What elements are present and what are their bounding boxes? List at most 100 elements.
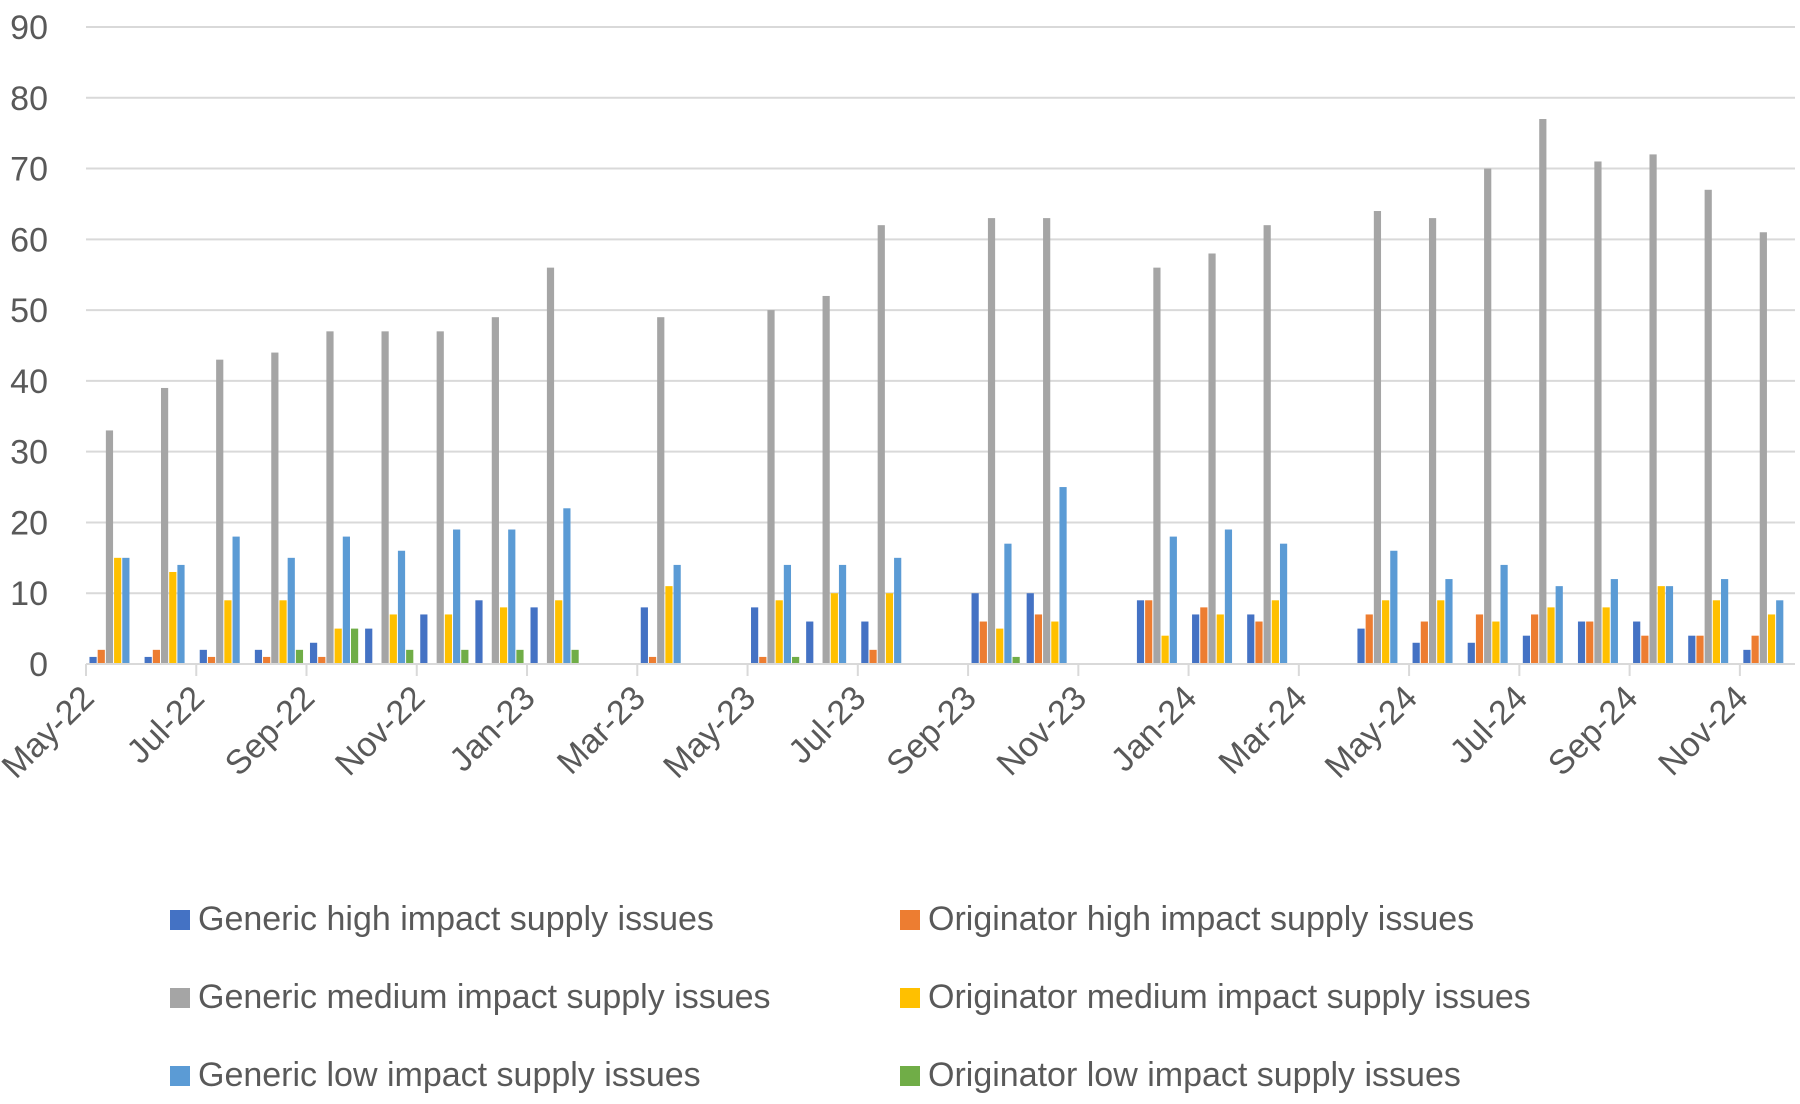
legend-swatch [170, 987, 190, 1008]
x-tick-label: May-24 [1318, 679, 1425, 786]
bar [365, 628, 373, 664]
x-tick-label: Mar-24 [1211, 679, 1314, 782]
bar [1365, 614, 1373, 664]
bar [1594, 161, 1602, 664]
bar [1428, 218, 1437, 664]
x-tick-label: Jan-24 [1104, 679, 1204, 779]
bar [1412, 642, 1420, 664]
legend-label: Generic low impact supply issues [198, 1056, 701, 1094]
bar [461, 649, 469, 664]
bar [1776, 600, 1784, 664]
bar [1420, 621, 1428, 664]
bar [1263, 225, 1271, 664]
bar [1153, 267, 1161, 664]
legend-item: Originator low impact supply issues [900, 1056, 1461, 1095]
x-tick-label: Sep-23 [879, 679, 983, 783]
bar [1437, 600, 1445, 664]
bar [1704, 189, 1712, 665]
bar [160, 387, 169, 664]
bar [792, 656, 800, 664]
legend-item: Originator medium impact supply issues [900, 978, 1531, 1017]
bar [381, 331, 389, 664]
bar [885, 593, 894, 664]
bar [287, 557, 295, 664]
bar [894, 557, 902, 664]
bar [342, 536, 350, 664]
bar [169, 571, 177, 664]
bar [420, 614, 428, 664]
bar [1688, 635, 1696, 664]
bar [1721, 579, 1729, 664]
bar [838, 564, 847, 664]
bar [775, 600, 783, 664]
bar [1059, 487, 1067, 664]
bar [199, 649, 207, 664]
bar [1445, 579, 1453, 664]
y-tick-label: 70 [10, 151, 48, 189]
y-tick-label: 10 [10, 575, 48, 613]
bar [1390, 550, 1398, 664]
bar [350, 628, 359, 664]
legend-label: Originator medium impact supply issues [928, 978, 1531, 1016]
bar [987, 218, 996, 664]
bar [1373, 211, 1382, 664]
bar [822, 295, 830, 664]
bar [751, 607, 759, 664]
bar [563, 508, 571, 664]
bar [1161, 635, 1169, 664]
bar [1467, 642, 1475, 664]
y-tick-label: 40 [10, 363, 48, 401]
bar [444, 614, 453, 664]
bar [389, 614, 397, 664]
bar [1012, 656, 1020, 664]
bar [1145, 600, 1153, 664]
bar [1665, 586, 1674, 664]
bar [232, 536, 240, 664]
y-tick-label: 60 [10, 221, 48, 259]
bar [326, 331, 334, 664]
bar [279, 600, 287, 664]
bar [869, 649, 877, 664]
x-tick-label: May-22 [0, 679, 102, 786]
x-tick-label: Jul-22 [120, 679, 212, 771]
legend-swatch [900, 1065, 920, 1086]
bar [1696, 635, 1704, 664]
bar [673, 564, 681, 664]
bar [499, 607, 508, 664]
bar [1271, 600, 1279, 664]
bar [1633, 621, 1641, 664]
bar [309, 642, 318, 664]
y-tick-label: 80 [10, 80, 48, 118]
bar [1169, 536, 1177, 664]
bar [295, 649, 304, 664]
bar [475, 600, 483, 664]
bar [1357, 628, 1365, 664]
bar [263, 656, 271, 664]
x-tick-label: Mar-23 [550, 679, 653, 782]
bar [1200, 607, 1208, 664]
bar [1586, 621, 1594, 664]
bar [491, 317, 499, 664]
y-tick-label: 90 [10, 9, 48, 47]
bar [1255, 621, 1263, 664]
bar [1279, 543, 1288, 664]
bar [1522, 635, 1531, 664]
bar [877, 225, 885, 664]
bar [105, 430, 114, 664]
bar [1034, 614, 1043, 664]
legend-label: Originator low impact supply issues [928, 1056, 1461, 1094]
bar [271, 352, 279, 664]
bar [152, 649, 160, 664]
bar [1577, 621, 1586, 664]
x-tick-label: Nov-23 [990, 679, 1094, 783]
bar [1051, 621, 1059, 664]
bar [207, 656, 216, 664]
bar [1712, 600, 1721, 664]
bar [1136, 600, 1145, 664]
bar [1208, 253, 1216, 664]
bar [1743, 649, 1751, 664]
bar [89, 656, 97, 664]
bar [979, 621, 987, 664]
bar [1247, 614, 1255, 664]
